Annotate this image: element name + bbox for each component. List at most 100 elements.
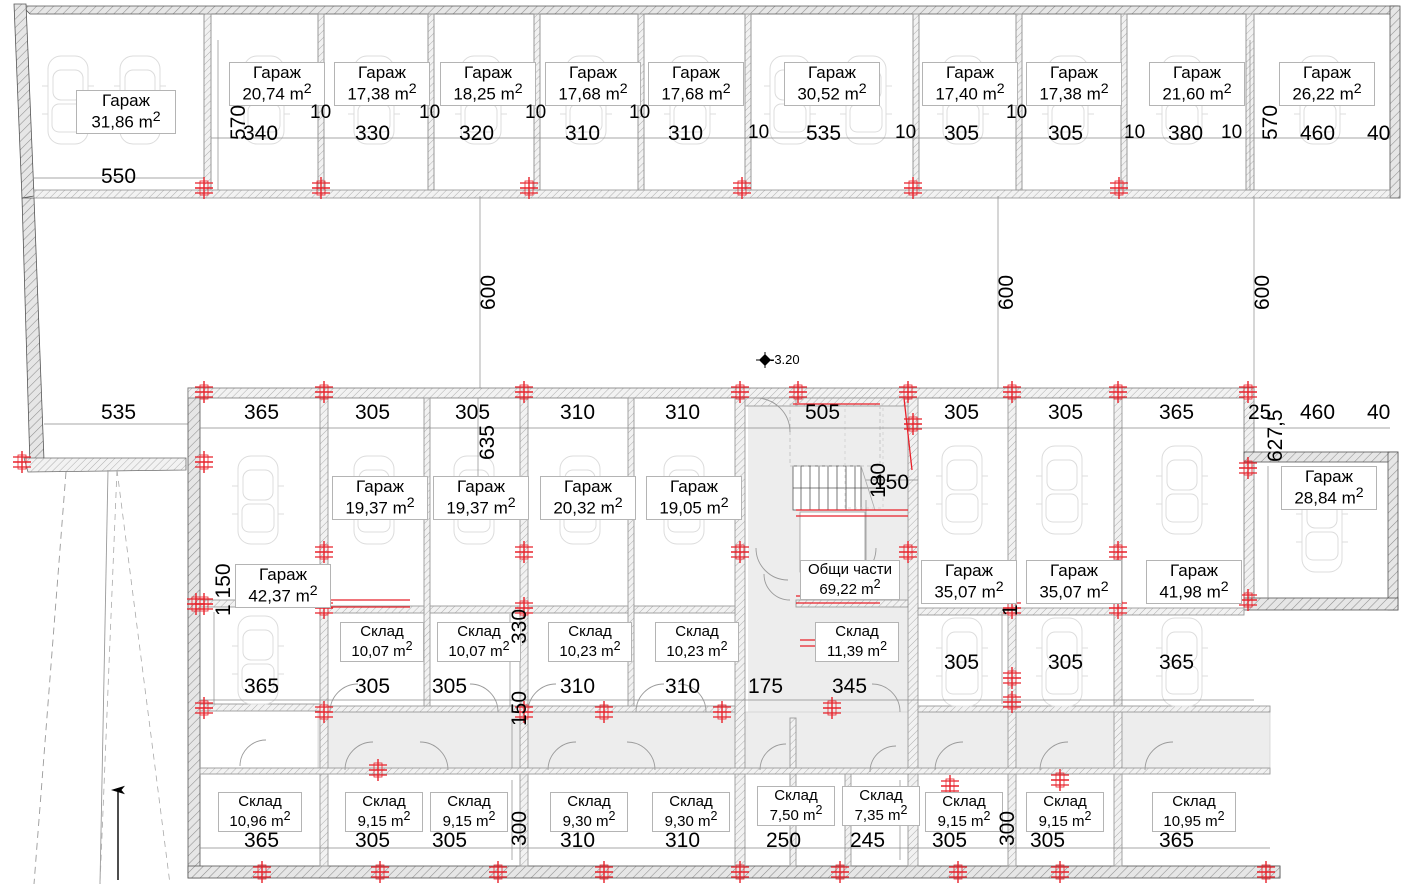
dimension-365: 365 — [1159, 829, 1195, 852]
dimension-365: 365 — [1159, 651, 1195, 674]
room-label-garage: Гараж 26,22 m2 — [1279, 62, 1375, 107]
room-label-garage: Гараж 17,40 m2 — [922, 62, 1018, 107]
room-label-garage: Гараж 41,98 m2 — [1146, 560, 1242, 605]
dimension-340: 340 — [243, 122, 279, 145]
dimension-345: 345 — [832, 675, 868, 698]
room-label-storage: Склад 9,30 m2 — [652, 792, 730, 833]
room-label-garage: Гараж 17,68 m2 — [648, 62, 744, 107]
dimension-305: 305 — [355, 675, 391, 698]
dimension-10: 10 — [1124, 122, 1146, 143]
dimension-10: 10 — [895, 122, 917, 143]
room-label-garage: Гараж 35,07 m2 — [921, 560, 1017, 605]
room-label-garage: Гараж 17,38 m2 — [334, 62, 430, 107]
room-label-storage: Склад 7,35 m2 — [842, 786, 920, 827]
dimension-310: 310 — [668, 122, 704, 145]
room-label-garage: Гараж 17,38 m2 — [1026, 62, 1122, 107]
dimension-305: 305 — [944, 122, 980, 145]
dimension-305: 305 — [944, 401, 980, 424]
lower-block-walls — [187, 387, 1399, 879]
dimension-505: 505 — [805, 401, 841, 424]
dimension-365: 365 — [244, 829, 280, 852]
dimension-10: 10 — [748, 122, 770, 143]
room-label-garage: Гараж 42,37 m2 — [235, 564, 331, 609]
corridor-fill — [317, 398, 1271, 773]
driveway-outer-walls — [21, 197, 187, 884]
dimension-305: 305 — [355, 829, 391, 852]
dimension-10: 10 — [419, 102, 441, 123]
dimension-310: 310 — [665, 829, 701, 852]
dimension-305: 305 — [1048, 651, 1084, 674]
dimension-305: 305 — [355, 401, 391, 424]
dimension-310: 310 — [560, 401, 596, 424]
dimension-627-5: 627,5 — [1264, 409, 1287, 462]
dimension-310: 310 — [560, 675, 596, 698]
rebar-marks — [12, 176, 1276, 884]
dimension-305: 305 — [944, 651, 980, 674]
dimension-305: 305 — [1048, 401, 1084, 424]
room-label-garage: Гараж 30,52 m2 — [784, 62, 880, 107]
dimension-150-stair: 150 — [874, 471, 910, 494]
dimension-535: 535 — [806, 122, 842, 145]
dimension-635: 635 — [476, 424, 499, 460]
dimension-305: 305 — [932, 829, 968, 852]
dimension-460: 460 — [1300, 401, 1336, 424]
dimension-150-corridor: 150 — [508, 690, 531, 726]
dimension-600-a: 600 — [477, 274, 500, 310]
room-label-storage: Склад 11,39 m2 — [815, 622, 899, 663]
room-label-garage: Гараж 19,37 m2 — [332, 476, 428, 521]
room-label-storage: Склад 10,96 m2 — [218, 792, 302, 833]
room-label-storage: Склад 9,15 m2 — [345, 792, 423, 833]
room-label-garage: Гараж 19,37 m2 — [433, 476, 529, 521]
dimension-40: 40 — [1367, 122, 1391, 145]
elevation-label: -3.20 — [770, 352, 800, 367]
room-label-garage: Гараж 21,60 m2 — [1149, 62, 1245, 107]
dimension-600-b: 600 — [995, 274, 1018, 310]
room-label-storage: Склад 10,95 m2 — [1152, 792, 1236, 833]
dimension-305: 305 — [432, 829, 468, 852]
dimension-1150-left: 1 150 — [212, 563, 235, 616]
dimension-10: 10 — [1221, 122, 1243, 143]
room-label-garage: Гараж 19,05 m2 — [646, 476, 742, 521]
dimension-330: 330 — [355, 122, 391, 145]
dimension-380: 380 — [1168, 122, 1204, 145]
room-label-garage: Гараж 20,74 m2 — [229, 62, 325, 107]
room-label-garage: Гараж 28,84 m2 — [1281, 466, 1377, 511]
dimension-460: 460 — [1300, 122, 1336, 145]
dimension-10: 10 — [525, 102, 547, 123]
dimension-lines-upper — [34, 40, 1390, 190]
room-label-garage: Гараж 31,86 m2 — [76, 90, 176, 135]
room-label-storage: Склад 9,30 m2 — [550, 792, 628, 833]
room-label-storage: Склад 10,23 m2 — [548, 622, 632, 663]
dimension-25: 25 — [1248, 401, 1272, 424]
dimension-40: 40 — [1367, 401, 1391, 424]
room-label-storage: Склад 9,15 m2 — [430, 792, 508, 833]
room-area: 31,86 m2 — [91, 109, 161, 133]
room-label-garage: Гараж 17,68 m2 — [545, 62, 641, 107]
room-label-garage: Гараж 35,07 m2 — [1026, 560, 1122, 605]
elevation-symbol — [756, 352, 774, 368]
dimension-10: 10 — [629, 102, 651, 123]
room-label-storage: Склад 10,07 m2 — [340, 622, 424, 663]
dimension-305: 305 — [432, 675, 468, 698]
upper-block-walls — [13, 3, 1401, 199]
dimension-305: 305 — [455, 401, 491, 424]
room-label-garage: Гараж 20,32 m2 — [540, 476, 636, 521]
dimension-10: 10 — [1006, 102, 1028, 123]
dimension-10: 10 — [310, 102, 332, 123]
dimension-300: 300 — [508, 810, 531, 846]
dimension-550: 550 — [101, 165, 137, 188]
room-label-storage: Склад 10,23 m2 — [655, 622, 739, 663]
dimension-310: 310 — [665, 401, 701, 424]
dimension-570-right: 570 — [1259, 104, 1282, 140]
door-swings — [239, 397, 1174, 773]
dimension-330: 330 — [508, 608, 531, 644]
dimension-310: 310 — [665, 675, 701, 698]
dimension-310: 310 — [560, 829, 596, 852]
dimension-600-c: 600 — [1251, 274, 1274, 310]
dimension-250: 250 — [766, 829, 802, 852]
dimension-365: 365 — [244, 401, 280, 424]
dimension-535-mid: 535 — [101, 401, 137, 424]
room-label-common-parts: Общи части 69,22 m2 — [800, 560, 900, 601]
dimension-175: 175 — [748, 675, 784, 698]
